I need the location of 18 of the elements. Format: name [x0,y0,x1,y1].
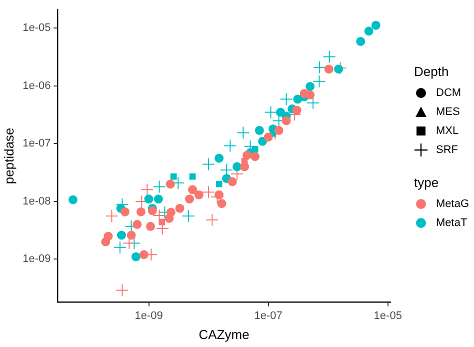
legend-label: MetaG [436,198,470,210]
y-tick-label: 1e-07 [22,138,51,150]
legend-label: MXL [436,124,459,136]
legend-title: Depth [414,64,450,79]
x-tick-label: 1e-07 [254,310,282,322]
text: type [414,175,440,190]
legend-label: SRF [436,144,458,156]
x-tick-label: 1e-05 [374,310,402,322]
legend-label: MetaT [436,216,468,228]
legend-label: MES [436,106,460,118]
y-tick-label: 1e-08 [22,195,51,208]
y-axis-title: peptidase [1,128,16,184]
y-tick-label: 1e-05 [22,22,51,34]
y-tick-label: 1e-06 [22,80,51,92]
y-tick-label: 1e-09 [22,253,51,266]
legend-label: DCM [436,86,462,98]
x-axis-title: CAZyme [198,326,250,342]
x-tick-label: 1e-09 [134,310,163,322]
